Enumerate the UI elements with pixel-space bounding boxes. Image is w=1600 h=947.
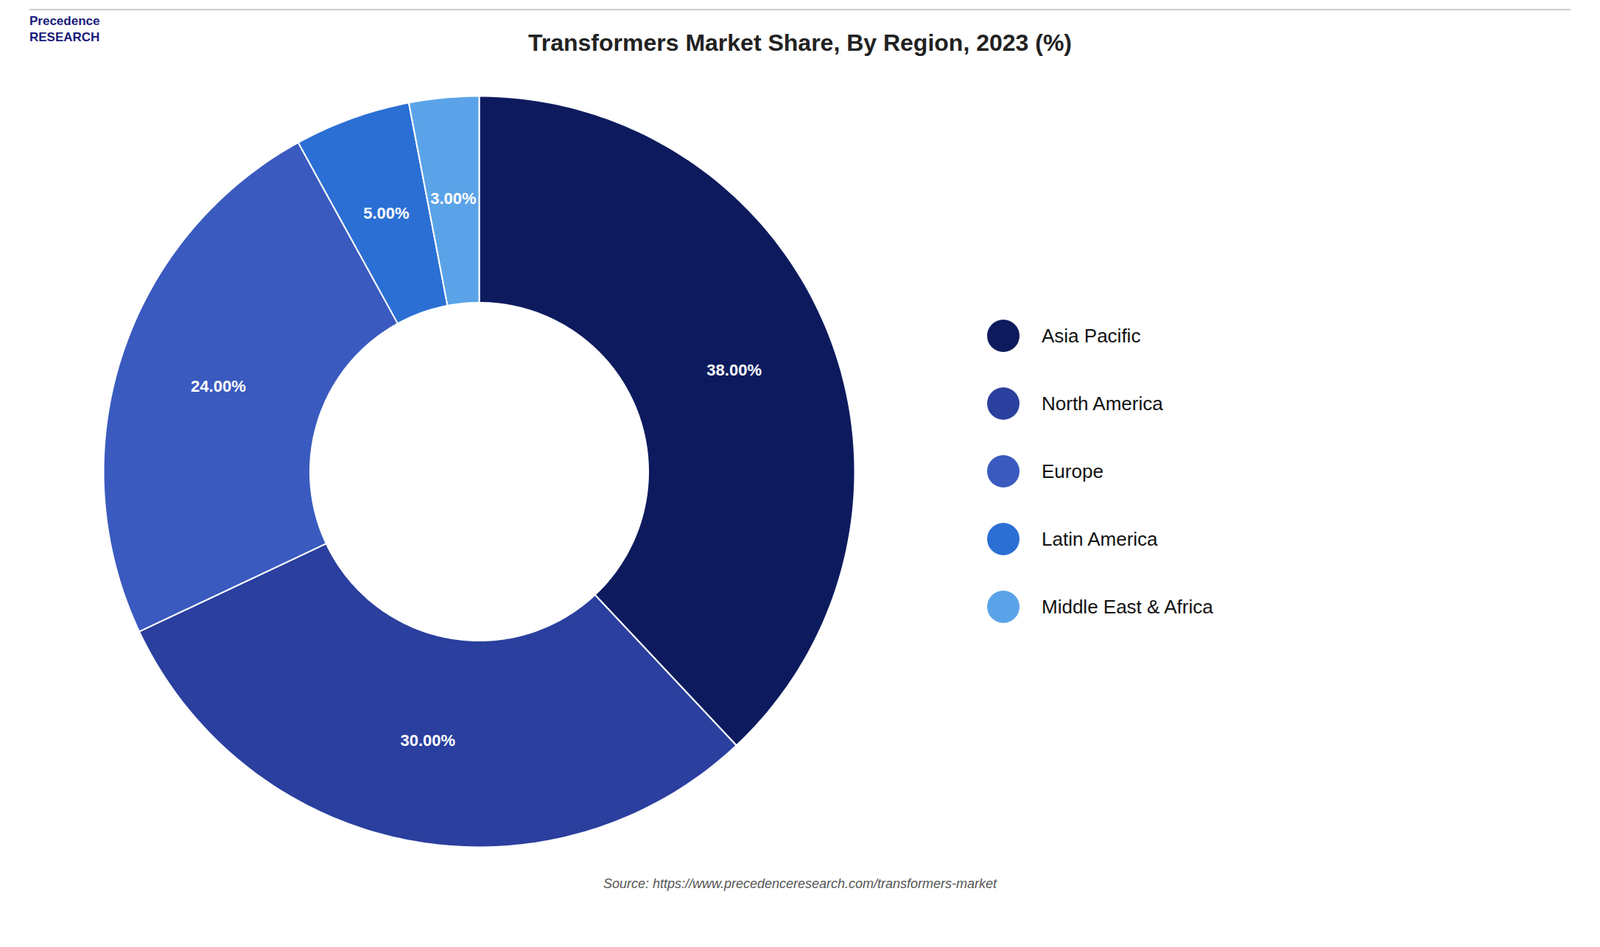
html-text:Transformers Market Share, By: Transformers Market Share, By Region, 20…: [528, 29, 1072, 56]
svg-text:3.00%: 3.00%: [430, 189, 476, 208]
html-text:Europe: Europe: [1041, 460, 1104, 483]
html-text:Precedence RESEARCH: Precedence RESEARCH: [29, 13, 100, 45]
svg-text:38.00%: 38.00%: [706, 360, 762, 380]
html-text:North America: North America: [1041, 392, 1163, 415]
html-text:Asia Pacific: Asia Pacific: [1041, 324, 1141, 347]
html-text:Source: https://www.precedence: Source: https://www.precedenceresearch.c…: [603, 876, 997, 892]
html-text:Middle East & Africa: Middle East & Africa: [1041, 595, 1214, 618]
svg-text:24.00%: 24.00%: [190, 377, 247, 396]
html-text:Latin America: Latin America: [1041, 527, 1158, 550]
svg-text:30.00%: 30.00%: [400, 731, 456, 750]
svg-text:5.00%: 5.00%: [363, 204, 409, 223]
